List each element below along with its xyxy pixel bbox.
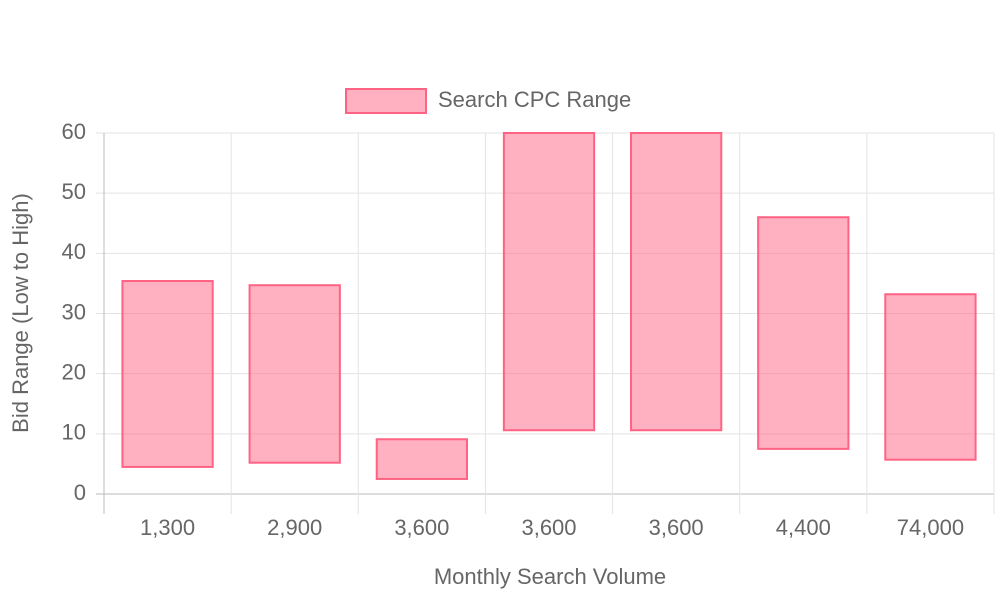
x-tick-label: 3,600: [394, 515, 449, 540]
x-tick-label: 3,600: [649, 515, 704, 540]
bar: [757, 216, 850, 450]
bar: [248, 284, 341, 464]
legend-label: Search CPC Range: [438, 87, 631, 112]
y-tick-label: 60: [62, 119, 86, 144]
bar: [375, 438, 468, 480]
bar: [630, 132, 723, 432]
legend-swatch: [345, 88, 427, 114]
y-tick-label: 0: [74, 480, 86, 505]
x-tick-label: 4,400: [776, 515, 831, 540]
x-tick-label: 74,000: [897, 515, 964, 540]
x-tick-label: 1,300: [140, 515, 195, 540]
x-tick-label: 2,900: [267, 515, 322, 540]
bar: [121, 280, 214, 468]
y-tick-label: 50: [62, 179, 86, 204]
y-tick-label: 40: [62, 239, 86, 264]
y-tick-label: 10: [62, 420, 86, 445]
bar: [884, 293, 977, 461]
x-axis-title: Monthly Search Volume: [434, 564, 666, 589]
y-tick-label: 30: [62, 299, 86, 324]
bar: [502, 132, 596, 432]
x-tick-label: 3,600: [521, 515, 576, 540]
y-axis-title: Bid Range (Low to High): [8, 193, 33, 433]
y-tick-label: 20: [62, 359, 86, 384]
